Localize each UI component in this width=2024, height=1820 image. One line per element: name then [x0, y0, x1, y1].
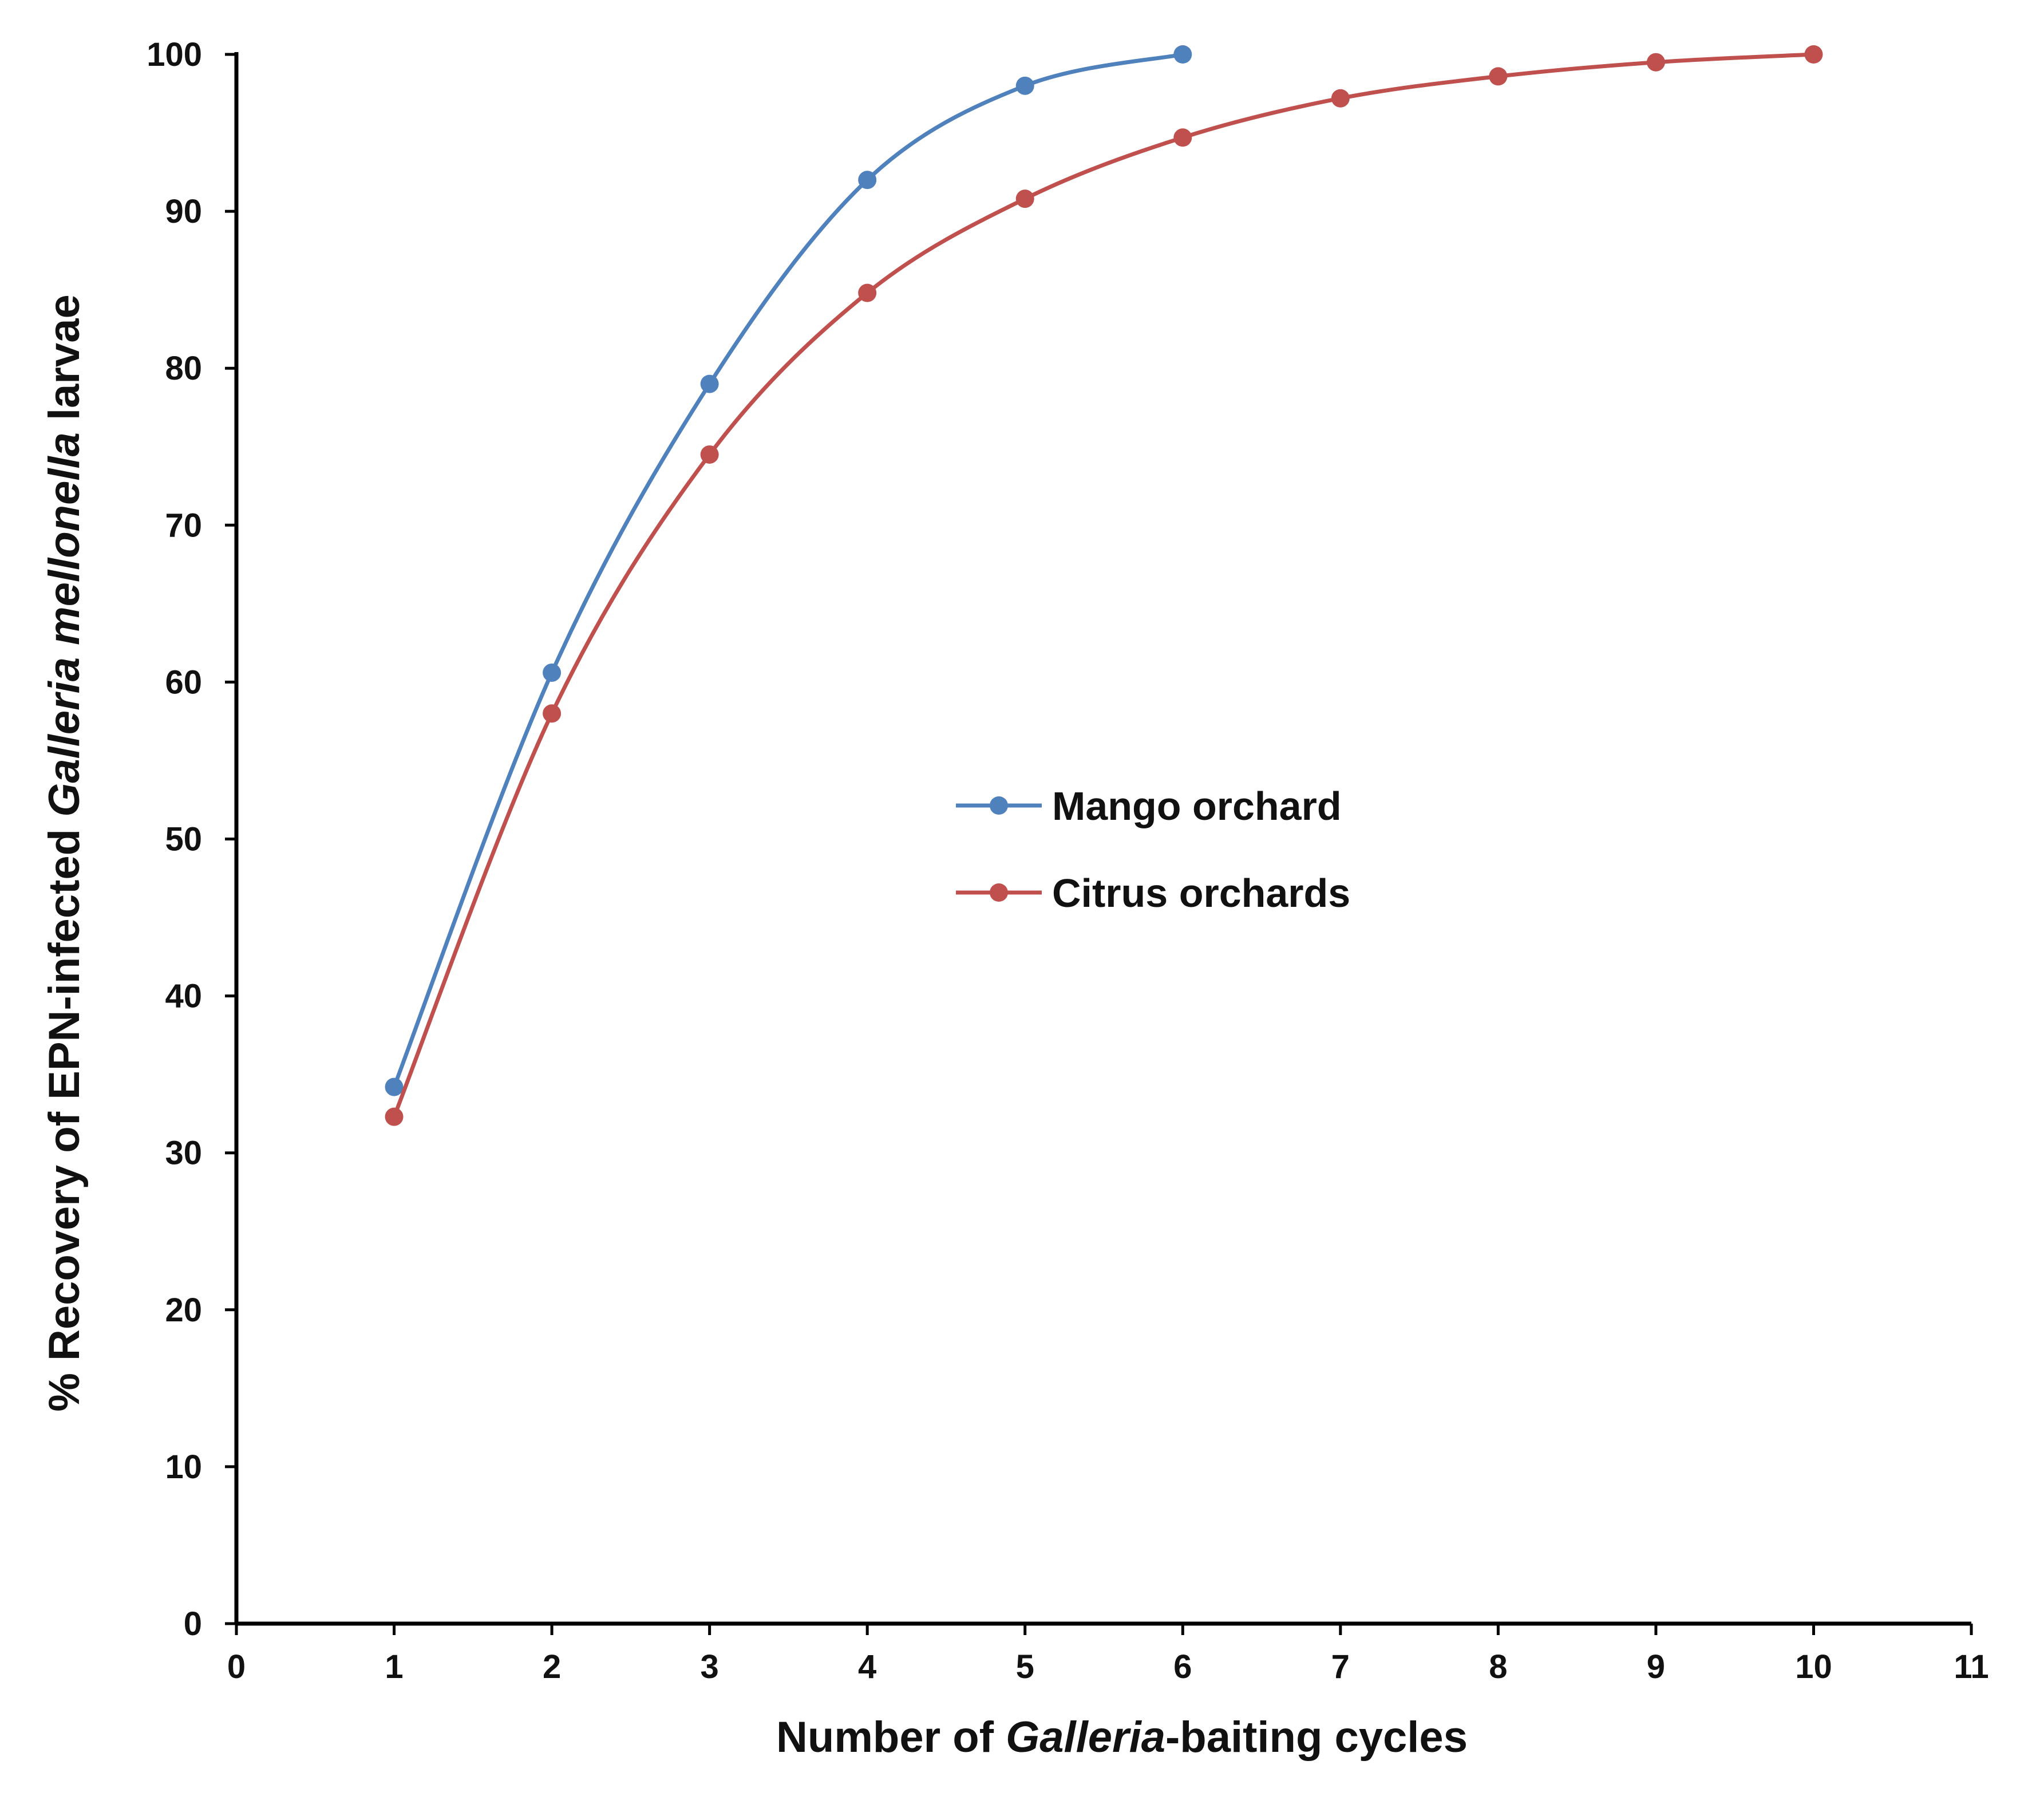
x-tick-label: 6 — [1173, 1648, 1192, 1685]
data-point — [1489, 67, 1508, 86]
y-axis-title: % Recovery of EPN-infected Galleria mell… — [40, 294, 89, 1412]
data-point — [1173, 128, 1192, 147]
y-tick-label: 0 — [184, 1605, 202, 1643]
y-tick-label: 90 — [165, 193, 202, 230]
x-tick-label: 3 — [701, 1648, 719, 1685]
y-tick-label: 30 — [165, 1135, 202, 1172]
y-tick-label: 50 — [165, 821, 202, 858]
data-point — [1015, 189, 1034, 208]
series-line-1 — [392, 52, 1183, 1088]
x-tick-label: 7 — [1331, 1648, 1350, 1685]
legend-label: Mango orchard — [1052, 784, 1342, 828]
y-axis-title-group: % Recovery of EPN-infected Galleria mell… — [40, 294, 89, 1412]
x-tick-label: 4 — [858, 1648, 876, 1685]
legend-swatch-marker — [990, 883, 1008, 902]
series-line-2 — [392, 52, 1814, 1118]
y-axis-title-prefix: % Recovery of EPN-infected — [40, 817, 89, 1412]
plot-area: 0 1 2 3 4 5 6 7 8 9 10 11 0 10 20 30 40 50 60 70 80 90 100 — [147, 36, 1989, 1685]
x-tick-label: 5 — [1016, 1648, 1034, 1685]
data-point — [1015, 76, 1034, 95]
data-point — [1804, 45, 1823, 64]
data-point — [700, 445, 719, 464]
data-point — [1331, 89, 1350, 108]
x-tick-label: 0 — [227, 1648, 246, 1685]
y-tick-label: 10 — [165, 1448, 202, 1486]
data-point — [858, 171, 877, 189]
y-tick-label: 20 — [165, 1292, 202, 1329]
x-tick-label: 10 — [1795, 1648, 1832, 1685]
data-point — [543, 663, 562, 682]
x-tick-label: 8 — [1489, 1648, 1507, 1685]
x-axis-title-suffix: -baiting cycles — [1165, 1713, 1468, 1762]
x-axis-title-prefix: Number of — [776, 1713, 1006, 1762]
data-point — [1173, 45, 1192, 64]
data-point — [543, 704, 562, 723]
y-tick-label: 40 — [165, 978, 202, 1015]
x-tick-label: 9 — [1647, 1648, 1665, 1685]
x-tick-label: 2 — [543, 1648, 561, 1685]
legend-swatch-marker — [990, 796, 1008, 815]
y-tick-label: 60 — [165, 664, 202, 701]
legend: Mango orchard Citrus orchards — [956, 784, 1350, 915]
x-tick-label: 11 — [1954, 1648, 1989, 1685]
x-tick-label: 1 — [385, 1648, 403, 1685]
y-tick-label: 80 — [165, 350, 202, 387]
legend-label: Citrus orchards — [1052, 871, 1350, 915]
x-axis-title-italic: Galleria — [1006, 1713, 1165, 1762]
x-axis-title: Number of Galleria-baiting cycles — [776, 1713, 1468, 1762]
data-point — [1646, 53, 1665, 72]
y-axis-title-italic: Galleria mellonella — [40, 432, 89, 817]
y-tick-label: 70 — [165, 507, 202, 544]
data-point — [385, 1077, 404, 1096]
data-point — [700, 374, 719, 393]
data-point — [385, 1107, 404, 1126]
data-point — [858, 283, 877, 302]
y-tick-label: 100 — [147, 36, 202, 73]
y-axis-title-suffix: larvae — [40, 294, 89, 432]
